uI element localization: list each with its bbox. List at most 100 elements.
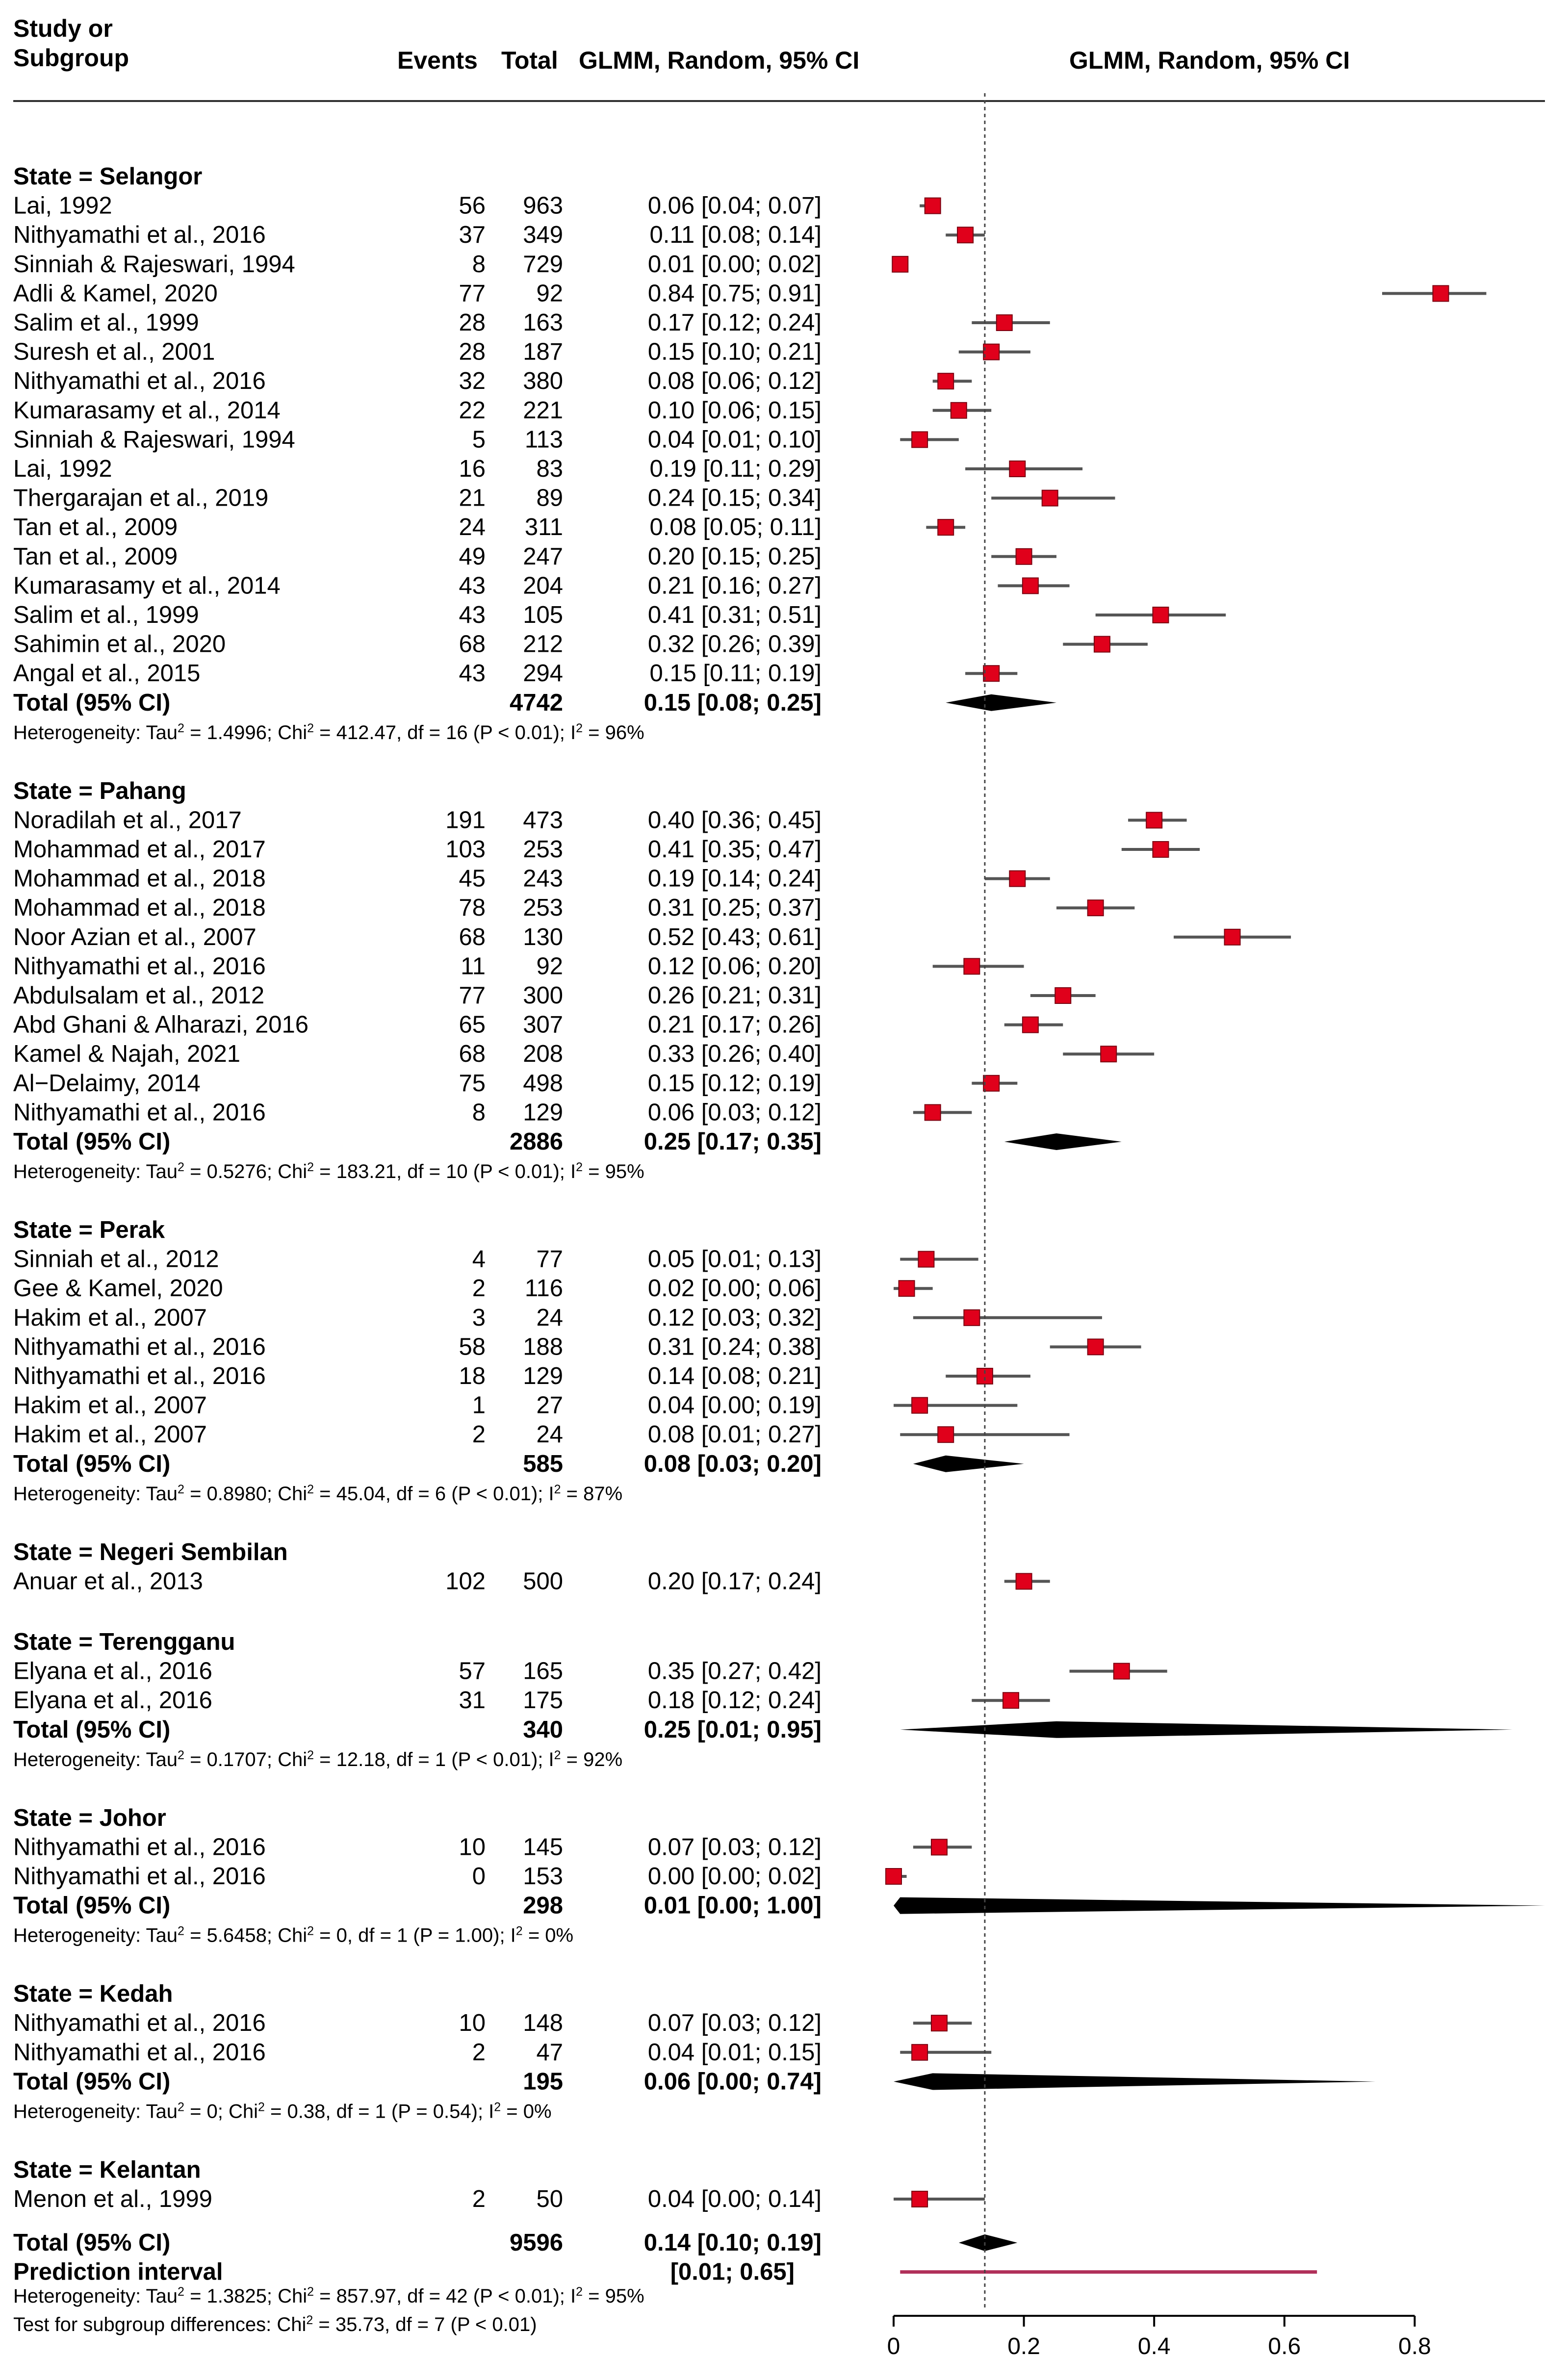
study-events: 49 (459, 543, 486, 570)
study-total: 129 (523, 1363, 563, 1389)
study-ci: 0.08 [0.01; 0.27] (648, 1421, 822, 1448)
study-name: Suresh et al., 2001 (13, 339, 215, 365)
study-point (1093, 636, 1110, 653)
header-study-line2: Subgroup (13, 44, 129, 72)
x-tick-label: 0.6 (1268, 2333, 1301, 2357)
subgroup-total-diamond (913, 1455, 1024, 1472)
study-total: 175 (523, 1687, 563, 1714)
subgroup-total-diamond (894, 1897, 1545, 1914)
study-total: 163 (523, 309, 563, 336)
study-point (924, 197, 941, 214)
study-name: Menon et al., 1999 (13, 2186, 212, 2212)
overall-total-ci: 0.14 [0.10; 0.19] (644, 2229, 822, 2256)
subgroup-total-n: 2886 (510, 1128, 563, 1155)
subgroup-total-n: 585 (523, 1451, 563, 1477)
study-name: Tan et al., 2009 (13, 543, 178, 570)
study-point (930, 1839, 948, 1856)
subgroup-total-n: 340 (523, 1717, 563, 1743)
overall-total-diamond (958, 2234, 1018, 2251)
study-name: Elyana et al., 2016 (13, 1658, 212, 1685)
header-plot-column: GLMM, Random, 95% CI (1069, 47, 1350, 74)
study-events: 75 (459, 1070, 486, 1097)
study-events: 68 (459, 924, 486, 950)
study-events: 103 (445, 836, 486, 863)
study-total: 311 (525, 514, 563, 540)
study-events: 78 (459, 895, 486, 921)
study-events: 28 (459, 309, 486, 336)
study-total: 116 (525, 1275, 563, 1302)
subgroup-total-label: Total (95% CI) (13, 1128, 170, 1155)
heterogeneity-text: Heterogeneity: Tau2 = 0.8980; Chi2 = 45.… (13, 1483, 622, 1505)
study-events: 2 (472, 1421, 486, 1448)
study-total: 24 (536, 1305, 563, 1331)
study-point (957, 227, 974, 244)
study-events: 3 (472, 1305, 486, 1331)
study-point (1152, 841, 1169, 858)
study-events: 2 (472, 1275, 486, 1302)
study-events: 10 (459, 1834, 486, 1860)
study-events: 65 (459, 1012, 486, 1038)
study-total: 187 (523, 339, 563, 365)
header-events: Events (397, 47, 478, 74)
study-name: Adli & Kamel, 2020 (13, 280, 218, 307)
study-events: 24 (459, 514, 486, 540)
study-ci: 0.35 [0.27; 0.42] (648, 1658, 822, 1685)
study-point (937, 519, 954, 536)
study-point (1054, 987, 1072, 1004)
study-ci: 0.52 [0.43; 0.61] (648, 924, 822, 950)
study-ci: 0.10 [0.06; 0.15] (648, 397, 822, 424)
study-point (898, 1280, 915, 1297)
study-point (1432, 285, 1449, 302)
study-ci: 0.84 [0.75; 0.91] (648, 280, 822, 307)
subgroup-total-diamond (1004, 1133, 1122, 1150)
study-ci: 0.33 [0.26; 0.40] (648, 1041, 822, 1067)
study-total: 113 (525, 426, 563, 453)
study-point (892, 256, 909, 273)
study-point (924, 1104, 941, 1121)
x-tick-label: 0.8 (1398, 2333, 1431, 2357)
subgroup-total-diamond (946, 694, 1056, 711)
study-total: 92 (536, 280, 563, 307)
study-point (1022, 1016, 1039, 1033)
study-ci: 0.15 [0.11; 0.19] (649, 660, 822, 687)
subgroup-test: Test for subgroup differences: Chi2 = 35… (13, 2313, 537, 2335)
study-name: Hakim et al., 2007 (13, 1305, 207, 1331)
study-total: 83 (536, 456, 563, 482)
study-point (1087, 1338, 1104, 1356)
study-name: Abdulsalam et al., 2012 (13, 982, 264, 1009)
study-point (983, 343, 1000, 360)
study-total: 27 (536, 1392, 563, 1419)
study-events: 43 (459, 572, 486, 599)
study-ci: 0.32 [0.26; 0.39] (648, 631, 822, 658)
overall-total-n: 9596 (510, 2229, 563, 2256)
heterogeneity-text: Heterogeneity: Tau2 = 0.1707; Chi2 = 12.… (13, 1748, 622, 1770)
study-events: 102 (445, 1568, 486, 1594)
study-ci: 0.26 [0.21; 0.31] (648, 982, 822, 1009)
study-total: 204 (523, 572, 563, 599)
study-events: 16 (459, 456, 486, 482)
study-total: 221 (523, 397, 563, 424)
study-events: 2 (472, 2186, 486, 2212)
study-name: Kumarasamy et al., 2014 (13, 572, 281, 599)
study-total: 294 (523, 660, 563, 687)
header-ci-column: GLMM, Random, 95% CI (579, 47, 860, 74)
study-point (911, 2044, 928, 2061)
study-total: 153 (523, 1863, 563, 1890)
study-point (963, 1309, 980, 1326)
prediction-label: Prediction interval (13, 2259, 223, 2285)
study-ci: 0.11 [0.08; 0.14] (649, 222, 822, 248)
study-total: 145 (523, 1834, 563, 1860)
heterogeneity-text: Heterogeneity: Tau2 = 0; Chi2 = 0.38, df… (13, 2100, 552, 2122)
study-events: 4 (472, 1246, 486, 1273)
x-tick-label: 0.2 (1007, 2333, 1040, 2357)
study-total: 380 (523, 368, 563, 394)
study-total: 349 (523, 222, 563, 248)
study-name: Kumarasamy et al., 2014 (13, 397, 281, 424)
study-events: 11 (461, 953, 486, 979)
study-total: 50 (536, 2186, 563, 2212)
study-total: 243 (523, 866, 563, 892)
study-point (930, 2015, 948, 2032)
subgroup-total-n: 195 (523, 2068, 563, 2095)
study-ci: 0.05 [0.01; 0.13] (648, 1246, 822, 1273)
study-point (1087, 899, 1104, 917)
